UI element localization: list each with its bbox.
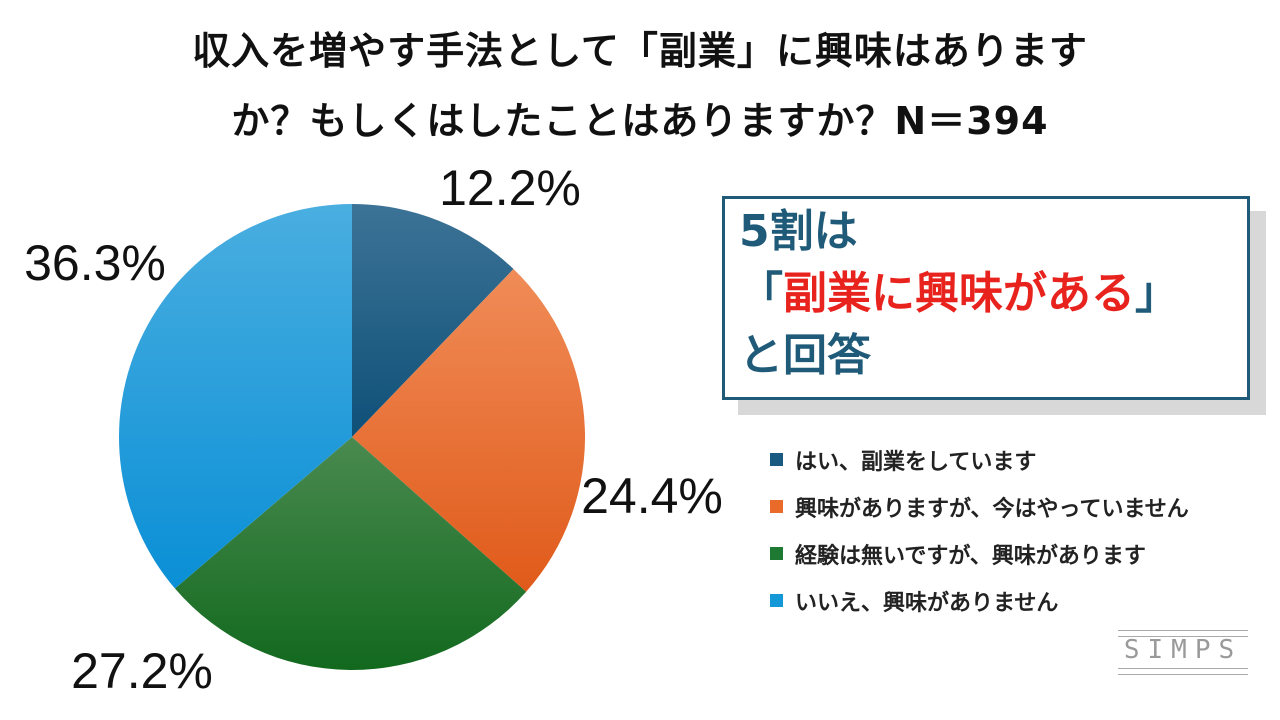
callout-box: 5割は 「副業に興味がある」 と回答 xyxy=(722,196,1250,400)
simps-logo: SIMPS xyxy=(1118,630,1248,675)
pie-slice xyxy=(352,269,585,592)
pie-slice xyxy=(352,204,514,437)
legend-swatch xyxy=(770,547,783,560)
legend-swatch xyxy=(770,453,783,466)
legend-label: はい、副業をしています xyxy=(795,449,1037,475)
legend-label: いいえ、興味がありません xyxy=(795,590,1059,616)
chart-title-line-1: 収入を増やす手法として「副業」に興味はあります xyxy=(192,29,1088,73)
callout-line-2: 「副業に興味がある」 xyxy=(739,263,1247,325)
legend-item: 興味がありますが、今はやっていません xyxy=(770,483,1189,530)
legend-item: いいえ、興味がありません xyxy=(770,577,1189,624)
legend-label: 興味がありますが、今はやっていません xyxy=(795,496,1189,522)
simps-logo-text: SIMPS xyxy=(1123,635,1243,665)
callout-open-bracket: 「 xyxy=(739,268,783,319)
slice-percent-label: 24.4% xyxy=(581,468,723,524)
slice-percent-label: 36.3% xyxy=(24,235,166,291)
callout-line-3: と回答 xyxy=(739,330,871,381)
legend-swatch xyxy=(770,500,783,513)
pie-slice xyxy=(119,203,352,589)
pie-slice xyxy=(174,437,527,671)
callout-highlight: 副業に興味がある xyxy=(783,268,1135,319)
chart-title-line-2: か？もしくはしたことはありますか？N＝394 xyxy=(231,99,1049,143)
slice-percent-label: 27.2% xyxy=(71,643,213,699)
slice-percent-label: 12.2% xyxy=(439,160,581,216)
legend-label: 経験は無いですが、興味があります xyxy=(795,543,1146,569)
legend-item: はい、副業をしています xyxy=(770,436,1189,483)
legend-swatch xyxy=(770,594,783,607)
legend-item: 経験は無いですが、興味があります xyxy=(770,530,1189,577)
callout-close-bracket: 」 xyxy=(1135,268,1179,319)
callout-line-1: 5割は xyxy=(739,206,858,257)
legend: はい、副業をしています 興味がありますが、今はやっていません 経験は無いですが、… xyxy=(770,436,1189,624)
